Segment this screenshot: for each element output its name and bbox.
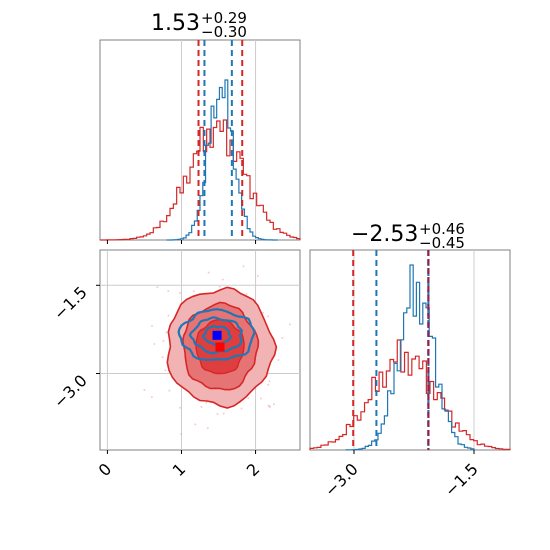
panel2-blue-contour-mid: [188, 316, 244, 355]
histogram-panel-param2: −3.0 −1.5: [309, 249, 511, 500]
panel2-sample-point: [205, 401, 208, 404]
panel2-sample-point: [262, 311, 264, 314]
title-param2-main: −2.53: [351, 222, 418, 247]
panel2-sample-point: [259, 397, 262, 400]
panel3-blue-histogram: [345, 264, 475, 451]
panel2-sample-point: [151, 325, 153, 327]
panel2-sample-point: [240, 407, 243, 410]
panel2-blue-marker: [212, 330, 222, 340]
panel2-sample-point: [168, 389, 171, 392]
panel2-sample-point: [179, 406, 182, 409]
title-param1-minus: −0.30: [201, 23, 247, 41]
panel2-sample-point: [256, 275, 259, 277]
panel2-xtick-label: 1: [169, 459, 190, 480]
title-param2-minus: −0.45: [419, 234, 465, 252]
panel2-sample-point: [156, 286, 159, 289]
panel3-red-histogram: [309, 339, 511, 450]
panel2-sample-point: [200, 405, 203, 408]
panel2-sample-point: [165, 331, 168, 334]
panel2-sample-point: [218, 285, 221, 288]
panel2-sample-point: [164, 369, 167, 372]
panel2-sample-point: [273, 403, 275, 406]
title-param1-plus: +0.29: [201, 9, 247, 27]
title-param1-main: 1.53: [151, 11, 200, 36]
title-param2-plus: +0.46: [419, 220, 465, 238]
panel2-sample-point: [268, 405, 271, 408]
panel2-sample-point: [267, 383, 270, 386]
panel2-sample-point: [167, 314, 170, 317]
panel2-sample-point: [281, 337, 284, 339]
panel2-xtick-label: 2: [243, 459, 264, 480]
panel2-xtick-label: 0: [95, 459, 116, 480]
panel2-sample-point: [247, 397, 250, 400]
panel2-sample-point: [289, 323, 291, 326]
panel2-sample-point: [222, 412, 225, 415]
panel2-sample-point: [161, 356, 164, 359]
panel2-sample-point: [207, 271, 210, 274]
panel2-sample-point: [162, 339, 165, 342]
panel2-sample-point: [245, 293, 248, 296]
scatter-panel-2d: 0 1 2 −1.5 −3.0: [50, 249, 301, 480]
panel2-sample-point: [216, 412, 219, 415]
panel2-sample-point: [267, 315, 270, 318]
panel2-sample-point: [180, 433, 183, 435]
panel3-xtick-label: −3.0: [321, 459, 362, 500]
panel2-red-marker: [215, 342, 225, 352]
panel2-sample-point: [206, 427, 209, 430]
panel3-xtick-label: −1.5: [441, 459, 482, 500]
panel2-sample-point: [150, 396, 153, 399]
panel2-sample-point: [194, 423, 197, 426]
panel2-sample-point: [192, 290, 195, 293]
panel1-red-histogram: [100, 119, 301, 241]
panel2-sample-point: [277, 359, 280, 361]
histogram-panel-param1: [99, 39, 301, 244]
panel2-sample-point: [153, 343, 156, 345]
panel2-sample-point: [179, 292, 181, 294]
panel2-ytick-label: −1.5: [50, 283, 91, 324]
panel1-blue-histogram: [166, 79, 278, 241]
panel2-sample-point: [268, 380, 271, 383]
panel2-blue-contour-outer: [177, 308, 256, 361]
panel2-sample-point: [143, 388, 146, 391]
panel2-sample-point: [167, 290, 170, 293]
panel2-ytick-label: −3.0: [50, 371, 91, 412]
panel2-sample-point: [242, 265, 245, 268]
panel2-sample-point: [221, 278, 224, 281]
